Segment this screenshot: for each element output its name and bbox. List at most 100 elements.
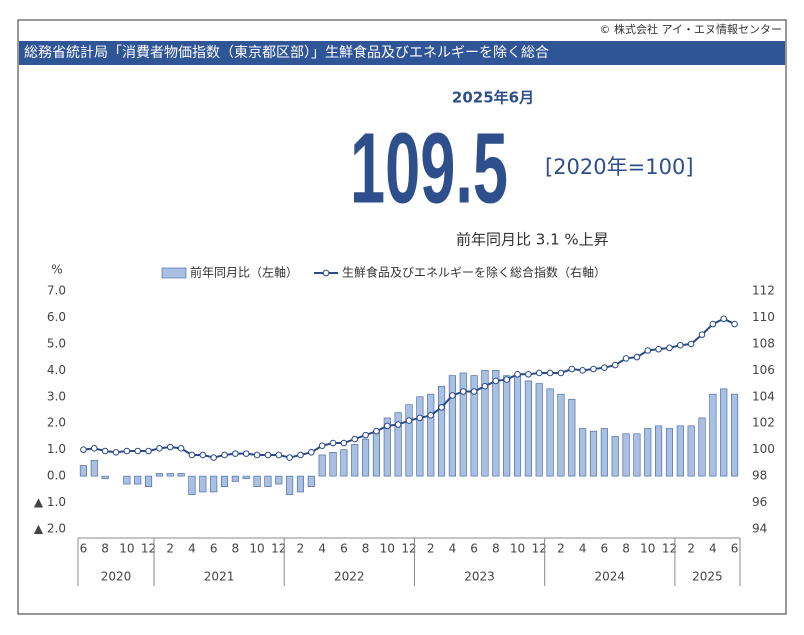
x-tick-label: 2	[427, 542, 435, 556]
marker	[503, 376, 510, 383]
x-tick-label: 2	[557, 542, 565, 556]
x-tick-label: 10	[640, 542, 655, 556]
marker	[731, 320, 738, 328]
bar	[155, 473, 163, 477]
marker	[199, 451, 207, 459]
bar	[731, 393, 739, 477]
bar	[676, 425, 684, 477]
x-tick-label: 10	[119, 542, 134, 556]
marker	[492, 377, 500, 385]
marker	[666, 344, 673, 352]
bar	[383, 417, 391, 477]
marker	[449, 392, 456, 399]
marker	[568, 365, 576, 373]
marker	[308, 449, 315, 456]
y-tick-label: 4.0	[47, 363, 66, 377]
bar	[459, 372, 467, 477]
x-tick-label: 6	[731, 542, 739, 556]
x-tick-label: 10	[380, 542, 395, 556]
bar	[340, 449, 348, 477]
marker	[655, 345, 662, 353]
bar	[123, 475, 131, 485]
bar	[557, 393, 565, 477]
bar	[362, 438, 370, 477]
bar	[220, 475, 229, 487]
year-label: 2020	[101, 570, 132, 584]
bar	[242, 475, 250, 480]
bar	[611, 436, 619, 477]
marker	[318, 442, 326, 450]
y2-tick-label: 102	[752, 416, 775, 430]
x-tick-label: 6	[601, 542, 609, 556]
bar	[199, 475, 207, 493]
marker	[525, 371, 532, 378]
bar	[600, 428, 608, 477]
y2-tick-label: 104	[752, 389, 775, 403]
bar	[655, 425, 663, 477]
y-tick-label: 1.0	[47, 442, 66, 456]
bar	[665, 428, 674, 477]
marker	[644, 347, 652, 354]
bar	[79, 465, 87, 477]
bar	[535, 383, 543, 477]
x-tick-label: 2	[687, 542, 695, 556]
bar	[470, 375, 478, 477]
marker	[232, 450, 239, 457]
bar	[416, 396, 424, 477]
marker	[535, 369, 543, 377]
change-text: 前年同月比 3.1 %上昇	[456, 231, 609, 249]
bar	[134, 475, 142, 485]
x-tick-label: 12	[141, 542, 156, 556]
marker	[590, 365, 597, 373]
y-tick-label: 5.0	[47, 336, 66, 350]
marker	[362, 431, 369, 439]
legend-swatch	[161, 267, 187, 279]
x-tick-label: 8	[232, 542, 240, 556]
marker	[210, 454, 217, 461]
marker	[373, 427, 380, 435]
bar	[394, 412, 402, 477]
x-tick-label: 8	[101, 542, 109, 556]
y-tick-label: 0.0	[47, 469, 66, 483]
legend-label: 生鮮食品及びエネルギーを除く総合指数（右軸）	[342, 265, 606, 280]
bar	[166, 473, 174, 477]
bar	[568, 399, 576, 477]
marker	[351, 435, 359, 443]
bar	[329, 452, 337, 477]
bar	[101, 475, 109, 480]
marker	[698, 331, 706, 338]
bar	[633, 433, 641, 477]
period: 2025年6月	[452, 89, 534, 107]
marker	[514, 371, 521, 378]
year-label: 2023	[464, 570, 495, 584]
y-tick-label: 3.0	[47, 389, 66, 403]
marker	[687, 340, 695, 348]
marker	[416, 414, 424, 422]
x-tick-label: 4	[318, 542, 326, 556]
bar	[275, 475, 283, 485]
bar	[481, 370, 489, 477]
bar	[720, 388, 728, 477]
legend-swatch	[322, 269, 330, 277]
bar	[698, 417, 706, 477]
x-tick-label: 12	[662, 542, 677, 556]
frame	[17, 19, 787, 615]
x-tick-label: 4	[709, 542, 717, 556]
marker	[459, 388, 467, 395]
y-unit: %	[51, 263, 62, 277]
marker	[101, 447, 109, 455]
banner-title: 総務省統計局「消費者物価指数（東京都区部）」生鮮食品及びエネルギーを除く総合	[24, 44, 549, 61]
marker	[253, 451, 261, 459]
marker	[134, 447, 141, 455]
marker	[340, 439, 348, 447]
year-label: 2024	[594, 570, 625, 584]
marker	[470, 388, 478, 395]
marker	[633, 353, 641, 361]
marker	[405, 417, 413, 424]
y2-tick-label: 110	[752, 310, 775, 324]
marker	[90, 445, 98, 452]
marker	[427, 411, 435, 419]
marker	[394, 421, 402, 428]
bar	[492, 370, 500, 477]
